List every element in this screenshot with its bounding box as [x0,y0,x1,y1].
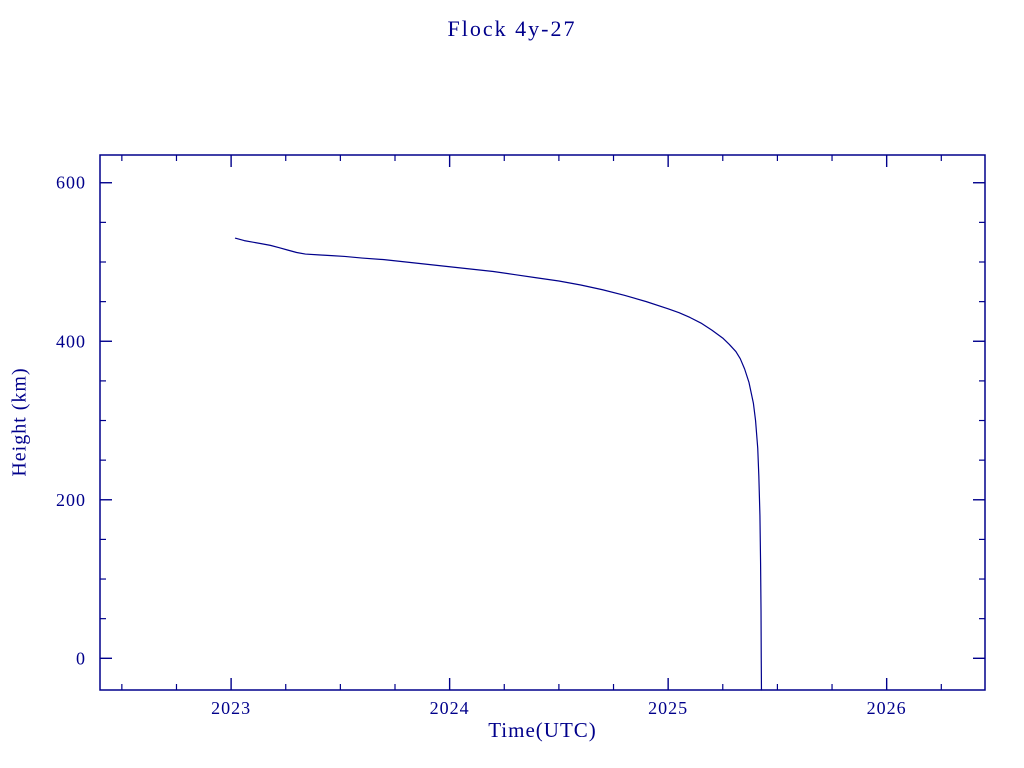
y-tick-label: 400 [56,331,86,351]
y-tick-label: 600 [56,173,86,193]
chart-title: Flock 4y-27 [447,16,577,41]
x-tick-label: 2026 [867,698,907,718]
x-tick-label: 2025 [648,698,688,718]
x-tick-label: 2023 [211,698,251,718]
x-tick-label: 2024 [430,698,470,718]
y-tick-label: 0 [76,648,86,668]
plot-border [99,154,986,691]
decay-curve [234,237,763,691]
y-tick-label: 200 [56,490,86,510]
x-axis-label: Time(UTC) [488,718,597,742]
